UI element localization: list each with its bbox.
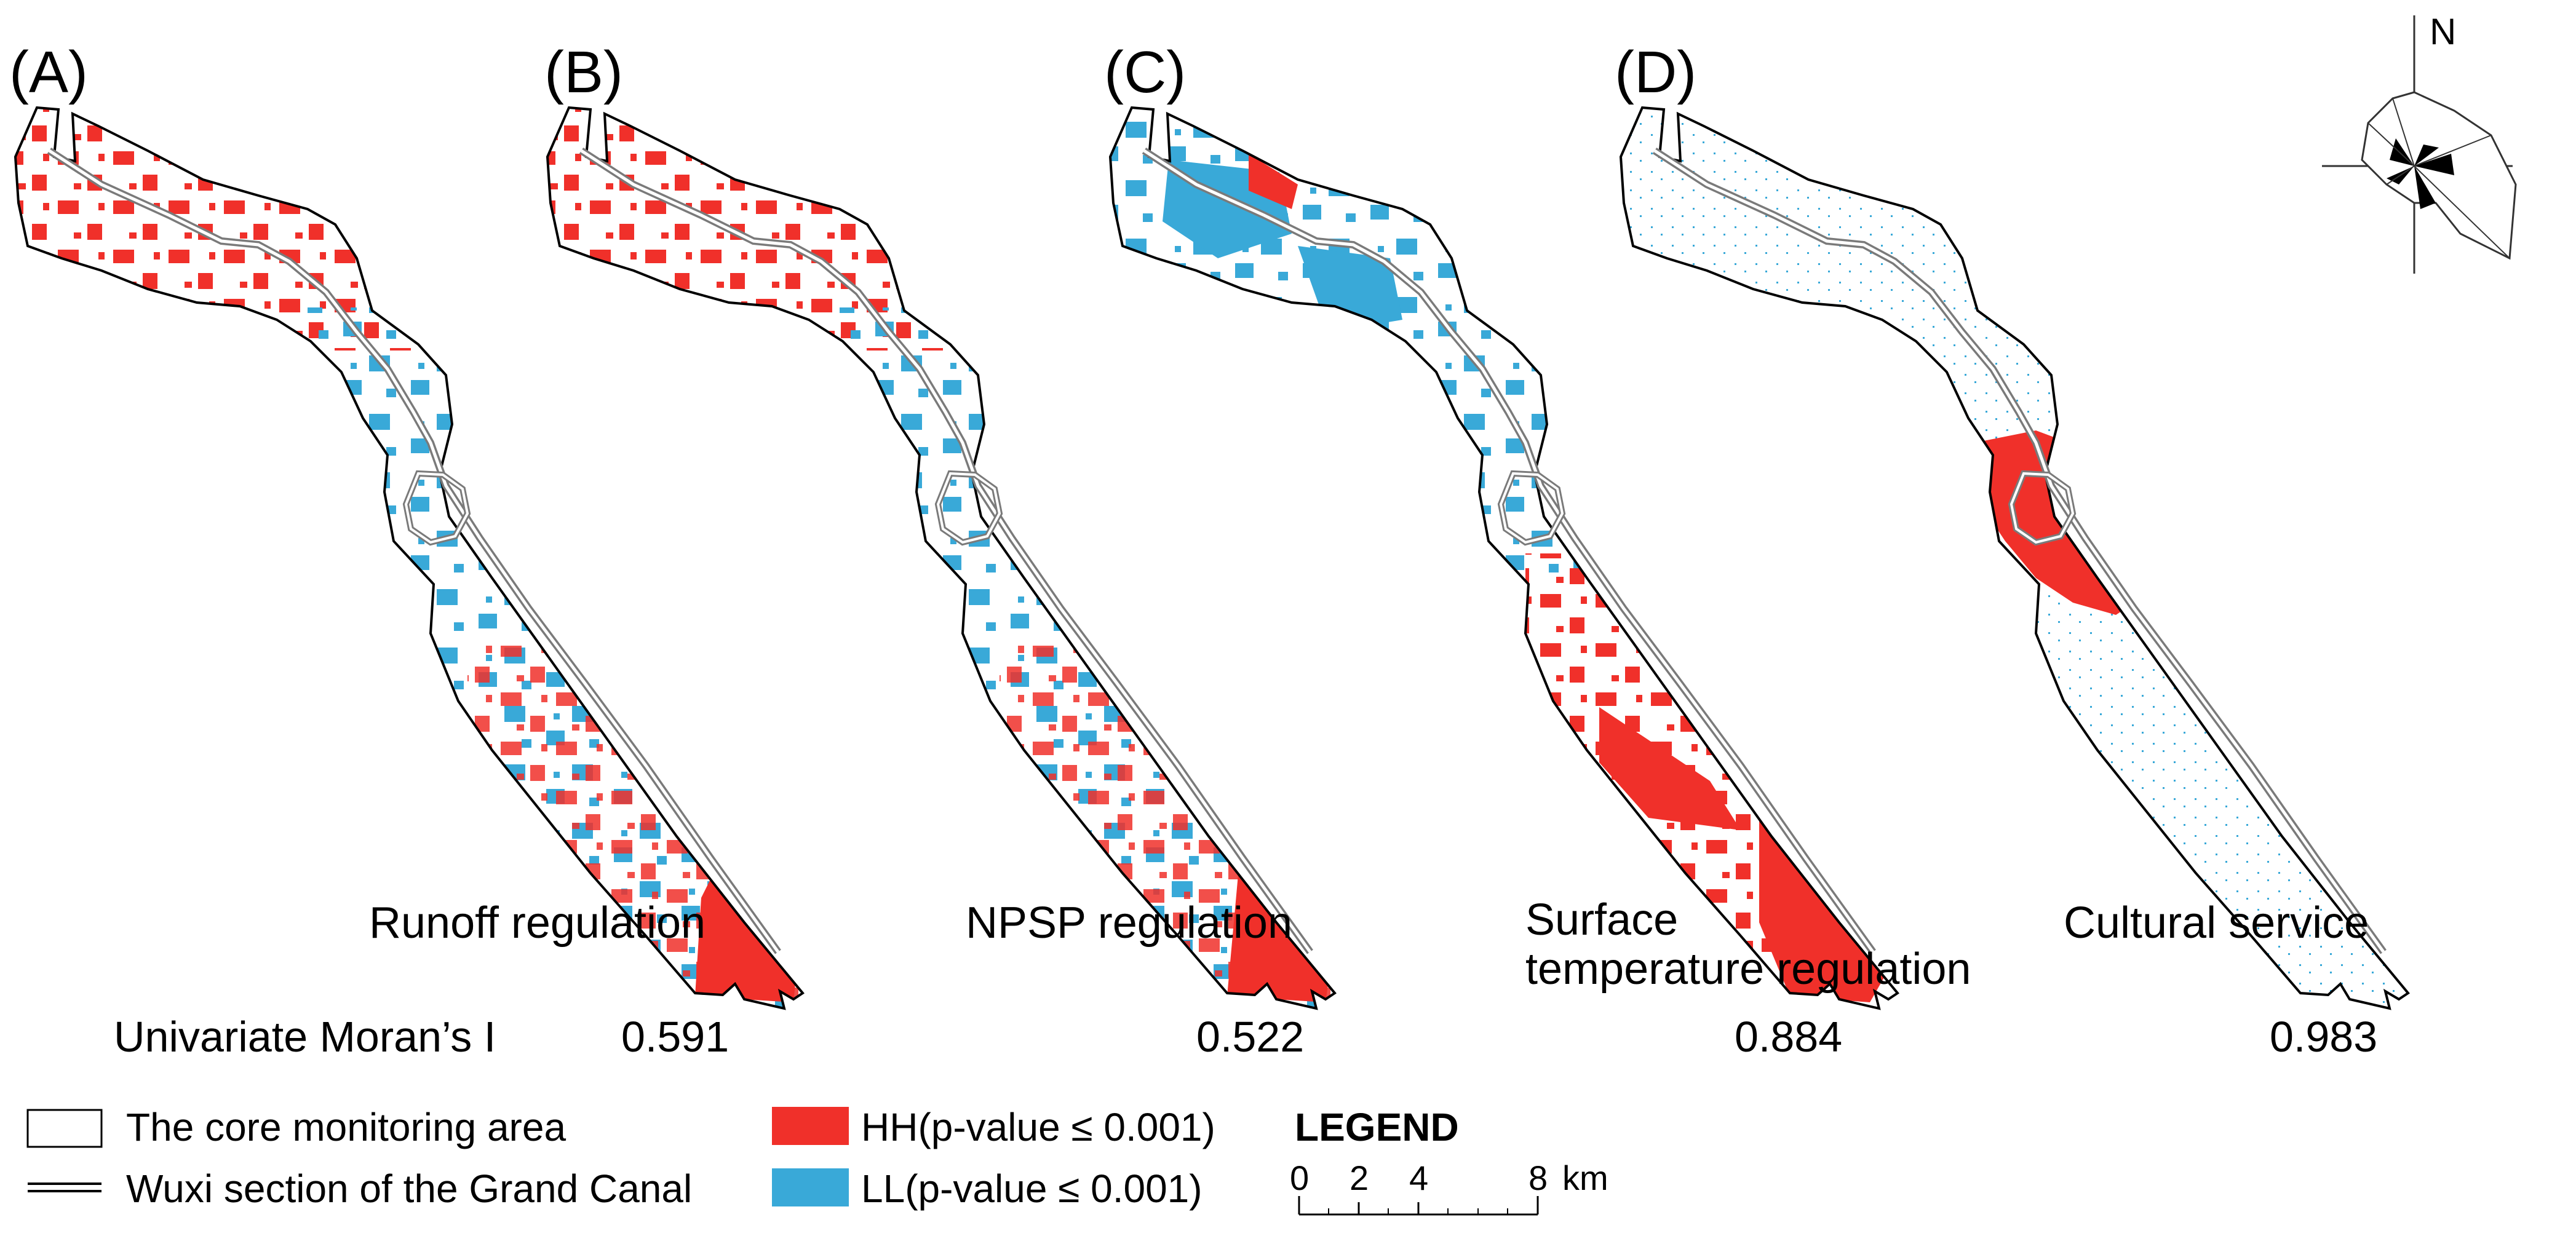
- legend-ll-label: LL(p-value ≤ 0.001): [861, 1167, 1203, 1211]
- panel-title-d: Cultural service: [2064, 898, 2369, 948]
- scale-unit: km: [1562, 1159, 1608, 1197]
- legend-core-area-label: The core monitoring area: [126, 1105, 566, 1149]
- moran-value-b: 0.522: [1196, 1013, 1304, 1061]
- panel-label-c: (C): [1104, 39, 1186, 105]
- scale-bar: 0 2 4 8 km: [1290, 1159, 1608, 1216]
- north-arrow: N: [2322, 11, 2517, 274]
- hh-block-1: [1249, 154, 1298, 209]
- panel-title-b: NPSP regulation: [966, 898, 1292, 948]
- panel-title-a: Runoff regulation: [369, 898, 706, 948]
- moran-value-c: 0.884: [1735, 1013, 1842, 1061]
- scale-tick-4: 4: [1409, 1159, 1428, 1197]
- hh-clusters-south: [1525, 553, 1894, 953]
- scale-tick-8: 8: [1529, 1159, 1548, 1197]
- stat-label: Univariate Moran’s I: [114, 1013, 496, 1061]
- legend-canal-label: Wuxi section of the Grand Canal: [126, 1167, 692, 1211]
- hh-block-2: [1599, 707, 1741, 830]
- moran-value-d: 0.983: [2270, 1013, 2377, 1061]
- panel-label-d: (D): [1615, 39, 1696, 105]
- panel-title-c-line1: Surface: [1525, 895, 1678, 945]
- panel-label-b: (B): [544, 39, 623, 105]
- legend-core-area-swatch: [26, 1109, 103, 1148]
- scale-tick-0: 0: [1290, 1159, 1309, 1197]
- legend-ll-swatch: [772, 1168, 849, 1206]
- panel-title-c-line2: temperature regulation: [1525, 945, 1971, 994]
- panel-label-a: (A): [9, 39, 88, 105]
- legend-hh-swatch: [772, 1107, 849, 1145]
- moran-value-a: 0.591: [621, 1013, 729, 1061]
- legend-title: LEGEND: [1295, 1105, 1459, 1149]
- north-label: N: [2430, 11, 2456, 52]
- hh-block-south: [1227, 861, 1332, 1002]
- scale-tick-2: 2: [1350, 1159, 1369, 1197]
- legend-hh-label: HH(p-value ≤ 0.001): [861, 1105, 1215, 1149]
